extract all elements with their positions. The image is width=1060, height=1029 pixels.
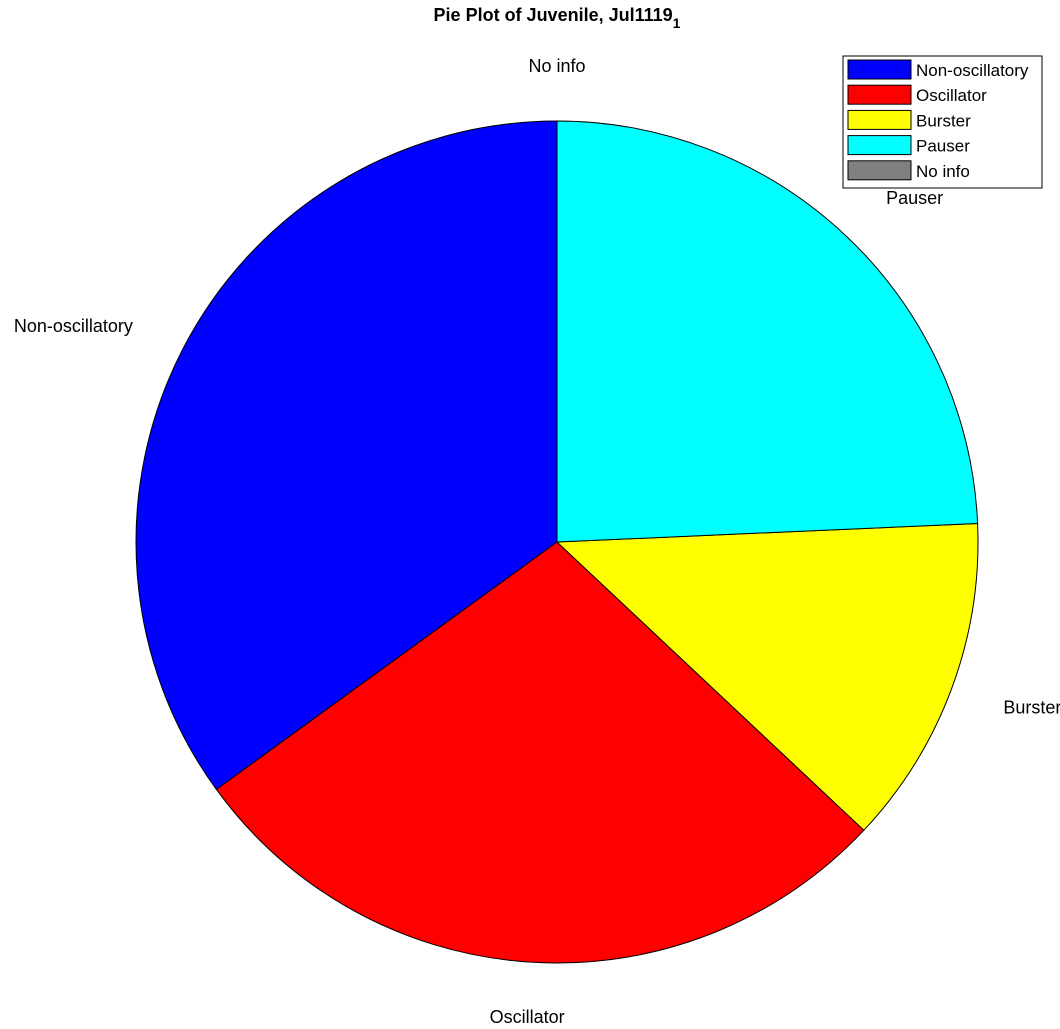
legend: Non-oscillatory Oscillator Burster Pauser No… [842, 55, 1043, 189]
legend-swatch-burster [847, 109, 912, 130]
slice-label-pauser: Pauser [886, 188, 943, 208]
chart-title: Pie Plot of Juvenile, Jul11191 [434, 5, 681, 31]
legend-swatch-oscillator [847, 84, 912, 105]
pie-slice-non-oscillatory [135, 120, 558, 791]
legend-label-non-oscillatory: Non-oscillatory [916, 61, 1029, 80]
pie-slice-burster [555, 522, 979, 831]
legend-swatch-pauser [847, 135, 912, 156]
pie-slices [135, 120, 979, 964]
legend-label-no-info: No info [916, 162, 970, 181]
legend-label-burster: Burster [916, 111, 971, 130]
chart-title-text: Pie Plot of Juvenile, Jul1119 [434, 5, 673, 25]
legend-swatch-non-oscillatory [847, 59, 912, 80]
legend-label-oscillator: Oscillator [916, 86, 987, 105]
legend-swatch-no-info [847, 160, 912, 181]
pie-slice-labels: Non-oscillatory Oscillator Burster Pauser No… [14, 56, 1060, 1027]
pie-slice-oscillator [215, 541, 865, 964]
slice-label-no-info: No info [528, 56, 585, 76]
legend-label-pauser: Pauser [916, 137, 970, 156]
pie-slice-pauser [556, 120, 979, 543]
chart-title-subscript: 1 [673, 15, 681, 31]
slice-label-non-oscillatory: Non-oscillatory [14, 316, 133, 336]
slice-label-oscillator: Oscillator [490, 1007, 565, 1027]
slice-label-burster: Burster [1003, 697, 1060, 717]
